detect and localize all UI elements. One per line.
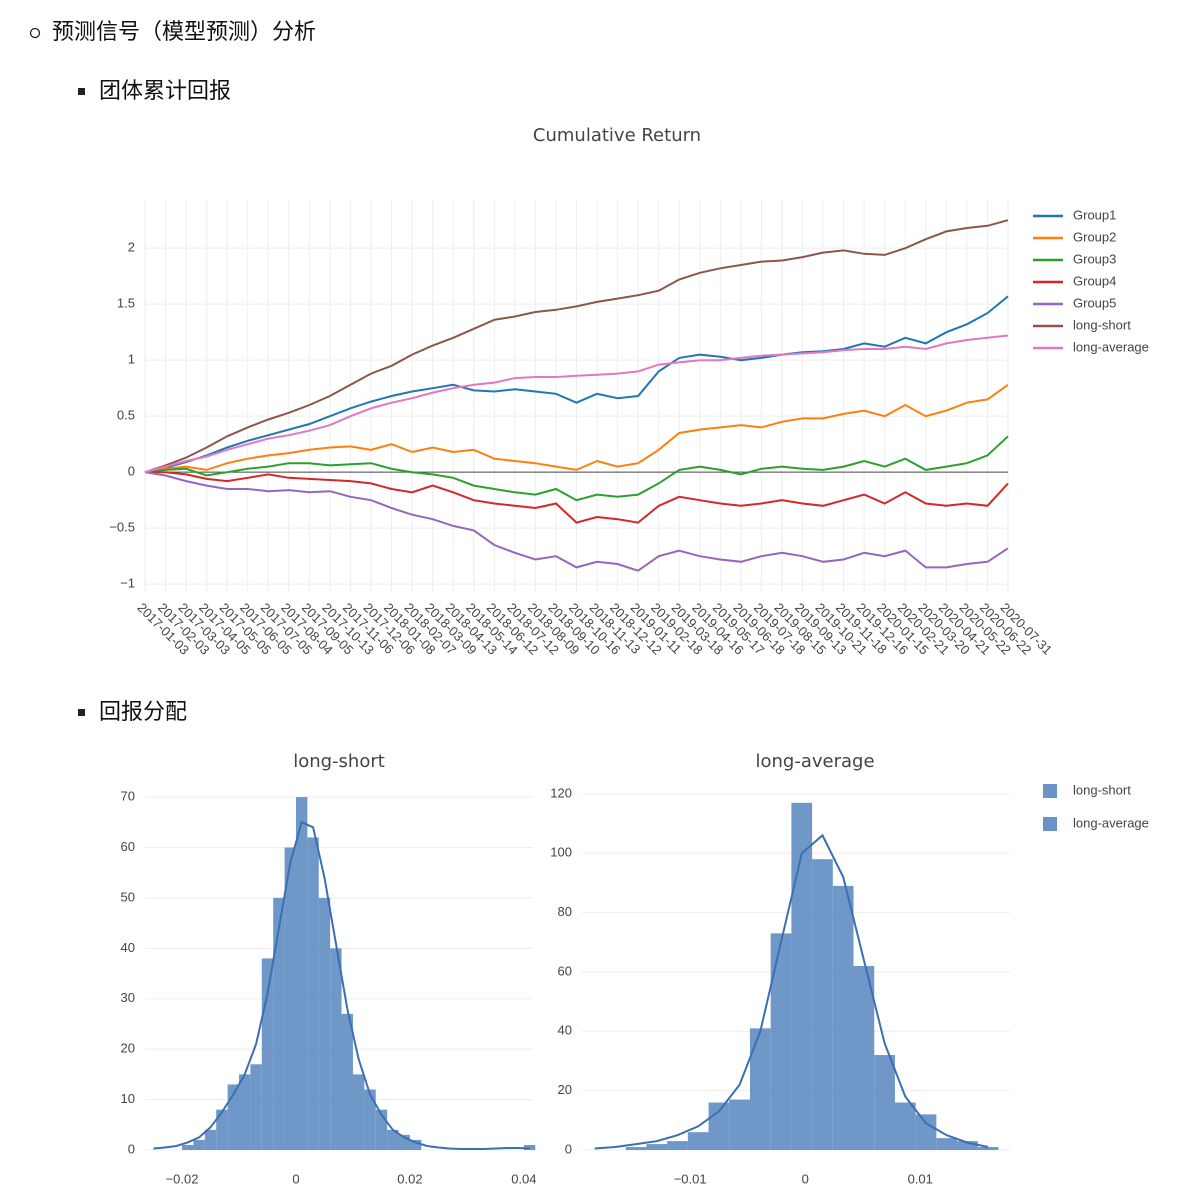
bar <box>227 1084 240 1150</box>
y-tick-label: 0 <box>128 464 135 479</box>
bar <box>749 1028 771 1150</box>
y-tick-label: 0 <box>128 1141 135 1156</box>
bar <box>770 933 792 1150</box>
bar <box>364 1089 376 1150</box>
y-tick-label: 50 <box>121 889 135 904</box>
bar <box>957 1141 978 1150</box>
chart-title: Cumulative Return <box>533 125 701 146</box>
bar <box>182 1144 194 1150</box>
y-tick-label: 100 <box>550 845 572 860</box>
bar <box>409 1139 422 1150</box>
y-tick-label: 20 <box>121 1041 135 1056</box>
bar <box>193 1139 205 1150</box>
x-tick-label: −0.02 <box>166 1171 199 1186</box>
legend-label: Group4 <box>1073 273 1116 288</box>
bar <box>646 1144 668 1150</box>
y-tick-label: 60 <box>558 963 572 978</box>
bar <box>295 797 308 1150</box>
bar <box>625 1147 647 1150</box>
legend-label: long-short <box>1073 317 1131 332</box>
x-tick-label: 0 <box>802 1171 809 1186</box>
x-tick-label: 0 <box>292 1171 299 1186</box>
bullet <box>29 27 41 39</box>
item: 回报分配 <box>99 700 187 725</box>
bar <box>936 1138 958 1150</box>
y-tick-label: 40 <box>558 1023 572 1038</box>
bar <box>812 859 833 1150</box>
y-tick-label: −0.5 <box>109 520 135 535</box>
bar <box>708 1102 730 1150</box>
y-tick-label: 1 <box>128 352 135 367</box>
bar <box>387 1129 399 1150</box>
legend-swatch <box>1043 784 1057 798</box>
bar <box>687 1132 709 1150</box>
bar <box>216 1109 228 1150</box>
line <box>145 471 1009 524</box>
x-tick-label: 0.02 <box>397 1171 422 1186</box>
bullet <box>78 709 85 716</box>
bar <box>318 897 331 1150</box>
legend-label: Group2 <box>1073 229 1116 244</box>
bar <box>977 1147 999 1150</box>
y-tick-label: 70 <box>121 789 135 804</box>
line <box>144 295 1009 474</box>
legend-label: long-average <box>1073 815 1149 830</box>
bar <box>352 1074 365 1150</box>
bar <box>791 802 813 1150</box>
bar <box>398 1134 410 1150</box>
bar <box>729 1099 750 1150</box>
bar <box>667 1141 688 1150</box>
y-tick-label: 2 <box>128 240 135 255</box>
bar <box>273 897 285 1150</box>
line <box>144 334 1009 474</box>
bar <box>341 1013 353 1150</box>
y-tick-label: 10 <box>121 1091 135 1106</box>
bar <box>204 1129 217 1150</box>
line <box>144 219 1009 474</box>
bar <box>261 958 274 1150</box>
y-tick-label: 0.5 <box>117 408 135 423</box>
y-tick-label: −1 <box>120 576 135 591</box>
y-tick-label: 80 <box>558 904 572 919</box>
bar <box>874 1055 895 1150</box>
bar <box>894 1102 916 1150</box>
line <box>144 383 1009 474</box>
x-tick-label: 0.04 <box>511 1171 536 1186</box>
kde-line <box>594 833 989 1150</box>
legend-label: Group3 <box>1073 251 1116 266</box>
bar <box>284 847 296 1150</box>
bar <box>239 1074 251 1150</box>
legend-label: Group1 <box>1073 207 1116 222</box>
line <box>144 471 1009 572</box>
y-tick-label: 60 <box>121 839 135 854</box>
line <box>144 435 1009 502</box>
kde-line <box>153 820 530 1150</box>
chart-title: long-short <box>293 751 385 772</box>
y-tick-label: 120 <box>550 785 572 800</box>
chart-title: long-average <box>755 751 874 772</box>
x-tick-label: −0.01 <box>674 1171 707 1186</box>
bar <box>523 1144 536 1150</box>
x-tick-label: 0.01 <box>908 1171 933 1186</box>
bullet <box>78 88 85 95</box>
bar <box>832 885 854 1150</box>
y-tick-label: 40 <box>121 940 135 955</box>
bar <box>307 837 319 1150</box>
legend-swatch <box>1043 817 1057 831</box>
bar <box>375 1109 388 1150</box>
legend-label: long-average <box>1073 339 1149 354</box>
legend-label: Group5 <box>1073 295 1116 310</box>
item: 团体累计回报 <box>99 79 231 104</box>
bar <box>250 1064 262 1150</box>
bar <box>330 948 342 1150</box>
y-tick-label: 0 <box>565 1141 572 1156</box>
legend-label: long-short <box>1073 782 1131 797</box>
y-tick-label: 20 <box>558 1082 572 1097</box>
bar <box>915 1114 937 1150</box>
bar <box>853 966 875 1150</box>
y-tick-label: 1.5 <box>117 296 135 311</box>
y-tick-label: 30 <box>121 990 135 1005</box>
heading: 预测信号（模型预测）分析 <box>52 20 316 45</box>
